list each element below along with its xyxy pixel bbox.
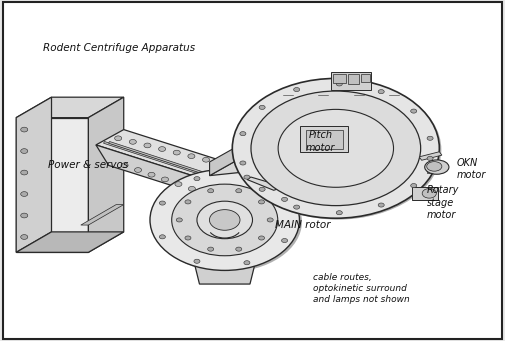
Bar [361,74,370,82]
Text: Power & servos: Power & servos [48,160,128,170]
Circle shape [175,182,182,187]
Circle shape [185,200,191,204]
Circle shape [378,90,384,94]
Circle shape [121,163,128,168]
Circle shape [172,184,278,256]
Circle shape [21,235,28,239]
Circle shape [259,105,265,109]
Polygon shape [16,97,124,118]
Circle shape [159,147,166,151]
Circle shape [278,109,393,187]
Polygon shape [194,264,255,284]
Circle shape [21,149,28,153]
Circle shape [160,201,166,205]
Circle shape [160,235,166,239]
Polygon shape [16,97,52,252]
Bar [348,74,359,84]
Circle shape [427,136,433,140]
Polygon shape [96,130,258,188]
Circle shape [203,158,210,162]
Text: MAIN rotor: MAIN rotor [275,220,331,230]
Polygon shape [104,142,236,186]
Circle shape [197,201,252,239]
Circle shape [336,82,342,86]
Circle shape [148,172,155,177]
Bar [333,74,346,83]
Polygon shape [16,118,88,252]
Circle shape [188,154,195,159]
FancyBboxPatch shape [306,130,343,149]
Circle shape [202,191,209,196]
Circle shape [21,213,28,218]
Text: cable routes,
optokinetic surround
and lamps not shown: cable routes, optokinetic surround and l… [313,272,410,304]
Circle shape [208,189,214,193]
Ellipse shape [427,162,442,171]
FancyBboxPatch shape [300,126,348,152]
FancyBboxPatch shape [412,187,438,200]
Circle shape [162,177,169,182]
Circle shape [232,165,239,169]
Circle shape [234,80,441,220]
Circle shape [282,197,288,202]
FancyBboxPatch shape [331,72,371,90]
FancyBboxPatch shape [427,164,438,173]
Circle shape [267,218,273,222]
Polygon shape [88,97,124,252]
Circle shape [240,161,246,165]
Circle shape [176,218,182,222]
Text: Rodent Centrifuge Apparatus: Rodent Centrifuge Apparatus [43,43,195,53]
Circle shape [259,187,265,191]
Circle shape [236,189,242,193]
Circle shape [194,259,200,263]
Circle shape [134,168,141,173]
Circle shape [129,139,136,144]
Circle shape [282,238,288,242]
Text: Pitch
motor: Pitch motor [306,130,335,153]
Polygon shape [96,145,242,208]
Circle shape [422,189,436,198]
Circle shape [21,170,28,175]
Circle shape [427,157,433,161]
Circle shape [21,192,28,196]
Circle shape [293,205,299,209]
Circle shape [217,161,224,166]
Circle shape [293,88,299,92]
Polygon shape [16,232,124,252]
Polygon shape [210,155,273,176]
Circle shape [208,247,214,251]
Circle shape [411,183,417,188]
Circle shape [153,171,302,272]
Circle shape [188,187,195,191]
Circle shape [251,91,421,206]
Circle shape [210,210,240,230]
Circle shape [232,78,439,218]
Circle shape [115,136,122,141]
Circle shape [259,236,265,240]
Polygon shape [247,177,284,190]
Circle shape [411,109,417,113]
Circle shape [378,203,384,207]
Circle shape [336,211,342,215]
Polygon shape [109,142,241,186]
Circle shape [173,150,180,155]
Circle shape [194,177,200,181]
Polygon shape [210,145,240,176]
Text: OKN
motor: OKN motor [457,158,486,180]
Circle shape [244,261,250,265]
Circle shape [21,127,28,132]
Ellipse shape [425,160,449,174]
Circle shape [185,236,191,240]
Circle shape [150,169,299,270]
Circle shape [215,196,222,201]
Circle shape [144,143,151,148]
Circle shape [259,200,265,204]
Polygon shape [81,205,124,225]
Circle shape [236,247,242,251]
Circle shape [240,132,246,136]
Polygon shape [419,152,442,160]
Text: Rotary
stage
motor: Rotary stage motor [427,186,459,220]
Circle shape [244,175,250,179]
